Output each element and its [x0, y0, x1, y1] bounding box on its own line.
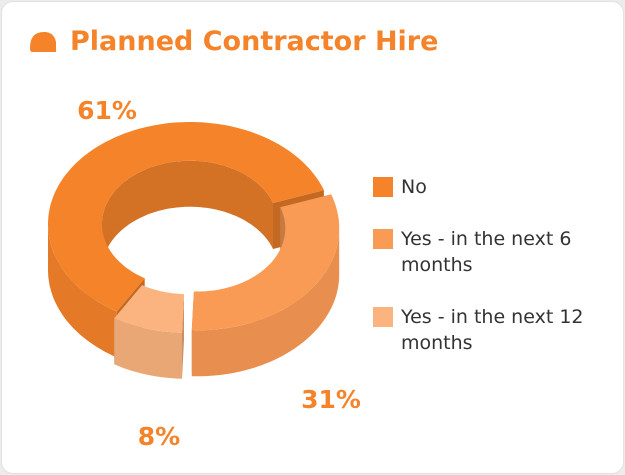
slice	[191, 194, 340, 377]
legend-swatch	[373, 229, 393, 249]
data-label: 61%	[77, 96, 137, 125]
slice-outer-wall	[114, 318, 182, 379]
slice	[48, 122, 324, 312]
title-icon	[30, 32, 56, 52]
slice-outer-wall	[48, 224, 117, 358]
slice-outer-wall	[191, 228, 340, 377]
slice	[191, 194, 340, 331]
legend-label: Yes - in the next 6 months	[401, 228, 572, 276]
data-label: 8%	[138, 422, 180, 451]
slice	[114, 285, 184, 379]
chart-title: Planned Contractor Hire	[70, 26, 439, 57]
legend-item: Yes - in the next 6 months	[373, 226, 603, 278]
legend: No Yes - in the next 6 months Yes - in the…	[373, 174, 603, 382]
legend-item: Yes - in the next 12 months	[373, 304, 603, 356]
legend-swatch	[373, 177, 393, 197]
legend-label: Yes - in the next 12 months	[401, 306, 584, 354]
slice	[114, 285, 184, 333]
slice-inner-wall	[102, 160, 273, 270]
legend-swatch	[373, 307, 393, 327]
legend-label: No	[401, 176, 427, 198]
data-label: 31%	[301, 385, 361, 414]
slice-end-cap	[182, 294, 184, 379]
legend-item: No	[373, 174, 603, 200]
